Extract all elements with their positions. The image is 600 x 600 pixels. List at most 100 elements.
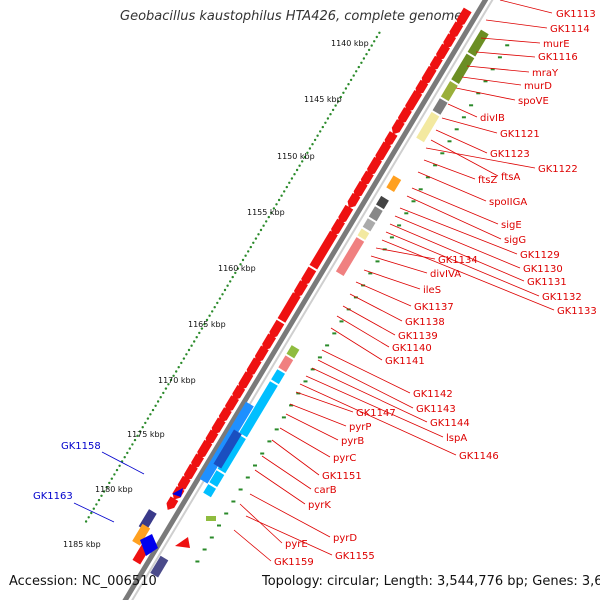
gene-label: GK1151 — [322, 471, 362, 482]
gene-feature — [232, 384, 246, 401]
gene-label: GK1138 — [405, 317, 445, 328]
tick-dot — [92, 507, 96, 510]
leader-line — [389, 223, 525, 282]
leader-line — [411, 187, 499, 225]
leader-line — [271, 439, 320, 476]
leader-line — [336, 315, 390, 348]
gene-feature — [150, 555, 169, 578]
tick-dot — [285, 185, 288, 189]
tick-dot — [362, 57, 366, 60]
gene-label: GK1134 — [438, 255, 478, 266]
tick-dot — [154, 404, 157, 407]
leader-line — [73, 502, 115, 523]
tick-dot — [324, 121, 327, 125]
gene-feature — [353, 180, 368, 198]
gene-label: pyrD — [333, 533, 357, 544]
tick-dot — [205, 318, 209, 322]
tick-dot — [231, 275, 234, 279]
gene-label: GK1132 — [542, 292, 582, 303]
tick-dot — [249, 245, 252, 249]
tick-dot — [265, 220, 268, 223]
tick-dot — [244, 254, 247, 257]
gene-feature — [255, 345, 269, 363]
tick-dot — [319, 130, 322, 133]
leader-line — [406, 195, 502, 240]
gene-feature — [184, 463, 198, 481]
gene-label: spoIIGA — [489, 197, 527, 208]
gene-label: GK1137 — [414, 302, 454, 313]
leader-line — [295, 391, 354, 413]
tick-dot — [283, 190, 286, 193]
kbp-label: 1165 kbp — [188, 320, 226, 329]
gene-feature — [384, 131, 398, 147]
gene-features — [132, 7, 489, 578]
tick-dot — [118, 464, 121, 467]
tick-dot — [141, 426, 144, 429]
gene-feature — [331, 218, 345, 236]
gene-feature — [449, 21, 464, 39]
genome-backbone — [122, 0, 494, 600]
gene-label: GK1121 — [500, 129, 540, 140]
tick-dot — [334, 104, 337, 107]
gene-feature — [218, 407, 232, 423]
kbp-tick-dots — [84, 31, 381, 523]
kbp-label: 1180 kbp — [95, 485, 133, 494]
gene-feature — [391, 119, 405, 135]
gene-label: GK1116 — [538, 52, 578, 63]
tick-dot — [108, 481, 111, 485]
gene-label: GK1142 — [413, 389, 453, 400]
gene-feature — [362, 218, 376, 232]
gene-feature — [386, 175, 402, 192]
gene-feature — [225, 395, 239, 413]
gene-label: carB — [314, 485, 337, 496]
gene-label: GK1139 — [398, 331, 438, 342]
gene-feature — [191, 453, 204, 469]
gene-label: GK1159 — [274, 557, 314, 568]
gene-feature — [415, 79, 429, 95]
gene-feature — [443, 33, 457, 49]
leader-line — [289, 403, 347, 427]
gene-label: GK1143 — [416, 404, 456, 415]
gene-label: GK1113 — [556, 9, 596, 20]
gene-feature — [166, 496, 179, 510]
tick-dot — [326, 117, 330, 120]
tick-dot — [203, 323, 206, 326]
tick-dot — [162, 391, 165, 395]
gene-feature — [429, 55, 443, 71]
ring-dot — [238, 488, 243, 491]
gene-feature — [213, 429, 242, 469]
tick-dot — [195, 336, 198, 339]
gene-feature — [398, 107, 412, 124]
gene-label: pyrC — [333, 453, 356, 464]
tick-dot — [177, 366, 180, 369]
tick-dot — [182, 357, 186, 360]
ring-dot — [476, 92, 481, 95]
tick-dot — [277, 198, 281, 202]
gene-label: GK1123 — [490, 149, 530, 160]
tick-dot — [198, 331, 201, 335]
gene-feature — [269, 319, 285, 339]
tick-dot — [146, 417, 150, 420]
leader-line — [321, 349, 411, 394]
gene-feature — [140, 534, 158, 556]
ring-dot — [296, 392, 301, 395]
tick-dot — [110, 477, 114, 480]
kbp-label: 1145 kbp — [304, 95, 342, 104]
ring-dot — [440, 152, 445, 155]
gene-label: ftsZ — [478, 175, 497, 186]
leader-line — [299, 383, 457, 456]
leader-line — [363, 269, 421, 290]
leader-line — [455, 87, 516, 101]
tick-dot — [306, 151, 309, 154]
gene-feature — [278, 355, 294, 373]
map-title: Geobacillus kaustophilus HTA426, complet… — [120, 9, 463, 24]
ring-dot — [411, 200, 416, 203]
leader-line — [233, 529, 272, 562]
tick-dot — [360, 61, 363, 64]
leader-line — [254, 469, 306, 505]
tick-dot — [136, 434, 139, 437]
gene-label: GK1122 — [538, 164, 578, 175]
tick-dot — [344, 87, 348, 90]
backbone-line — [122, 0, 489, 600]
tick-dot — [303, 155, 306, 159]
